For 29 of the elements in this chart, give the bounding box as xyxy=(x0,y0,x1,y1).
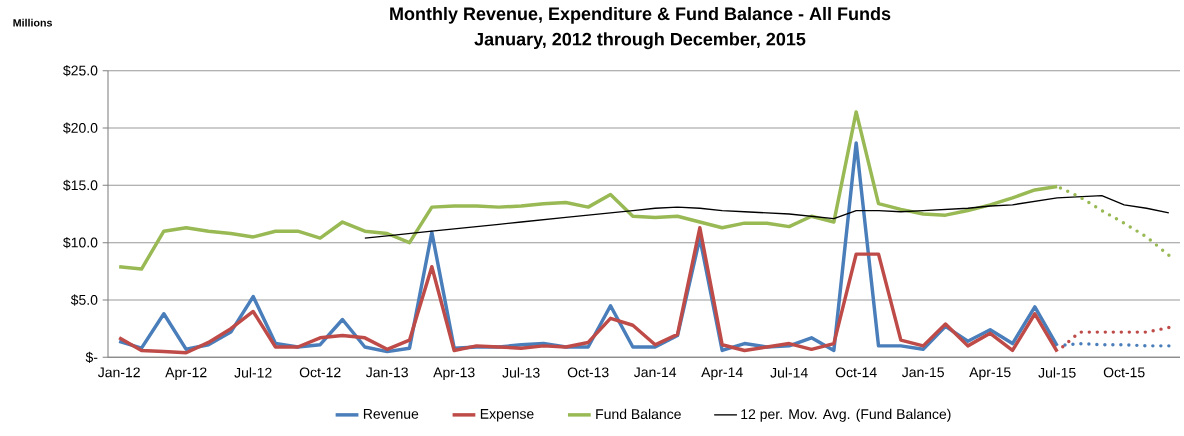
x-tick-label: Apr-15 xyxy=(969,367,1011,380)
legend-label: Fund Balance xyxy=(596,408,681,420)
x-tick-label: Jul-13 xyxy=(502,367,540,378)
x-tick-label: Jan-14 xyxy=(633,367,677,378)
x-tick-label: Oct-14 xyxy=(835,367,877,378)
x-tick-label: Apr-14 xyxy=(701,367,743,380)
y-tick-label: $- xyxy=(85,351,98,363)
x-tick-label: Apr-13 xyxy=(433,367,475,381)
legend-label: Expense xyxy=(480,409,534,422)
chart-title: Monthly Revenue, Expenditure & Fund Balance - All Funds xyxy=(390,6,891,24)
x-tick-label: Jan-13 xyxy=(365,367,408,378)
x-tick-label: Jan-15 xyxy=(901,367,944,378)
y-tick-label: $20.0 xyxy=(63,122,98,134)
x-tick-label: Apr-12 xyxy=(165,367,207,381)
x-tick-label: Jul-15 xyxy=(1038,367,1076,378)
x-tick-label: Jul-14 xyxy=(770,367,808,378)
x-tick-label: Oct-12 xyxy=(299,367,341,378)
x-tick-label: Jul-12 xyxy=(234,367,272,378)
text: Millions xyxy=(13,18,52,27)
legend-label: Revenue xyxy=(363,409,419,419)
y-tick-label: $15.0 xyxy=(63,179,98,191)
x-tick-label: Jan-12 xyxy=(97,367,140,378)
y-tick-label: $25.0 xyxy=(63,65,98,77)
x-tick-label: Oct-13 xyxy=(567,367,609,378)
legend-label: 12 per. Mov. Avg. (Fund Balance) xyxy=(741,408,951,422)
chart-subtitle: January, 2012 through December, 2015 xyxy=(474,32,806,50)
y-tick-label: $10.0 xyxy=(63,237,98,249)
y-tick-label: $5.0 xyxy=(70,294,98,306)
x-tick-label: Oct-15 xyxy=(1103,367,1145,378)
